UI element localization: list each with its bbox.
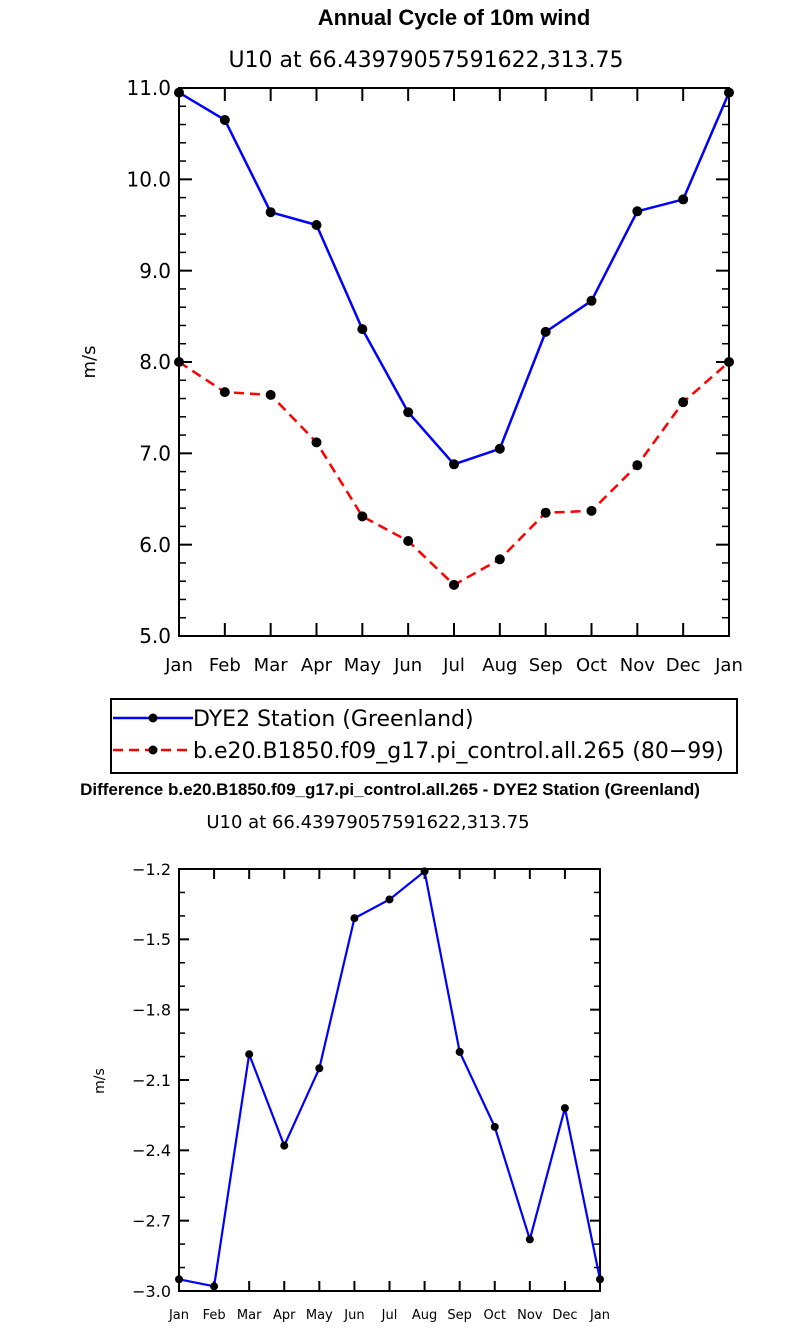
chart2-frame xyxy=(178,868,601,1292)
chart1-ytick-label: 11.0 xyxy=(126,76,171,100)
chart1-subtitle: U10 at 66.43979057591622,313.75 xyxy=(228,48,623,73)
chart1-ytick-label: 9.0 xyxy=(139,259,171,283)
chart2-xtick-label: May xyxy=(306,1308,333,1323)
chart2-subtitle: U10 at 66.43979057591622,313.75 xyxy=(206,812,529,833)
chart2-xtick-label: Oct xyxy=(484,1308,506,1323)
chart1-series-0-point xyxy=(494,443,505,454)
chart2-series-0-point xyxy=(385,895,394,904)
chart2-xtick-label: Dec xyxy=(552,1308,577,1323)
chart1-series-1-point xyxy=(449,579,459,590)
chart1-series-1-point xyxy=(540,507,551,518)
chart1-xtick-label: Apr xyxy=(301,655,333,676)
chart2-ytick-label: −2.1 xyxy=(132,1071,171,1090)
legend-label-station: DYE2 Station (Greenland) xyxy=(193,707,474,732)
chart2-series-0-point xyxy=(455,1047,464,1056)
chart1-xtick-label: Nov xyxy=(620,655,655,676)
chart1-series-1-point xyxy=(632,460,643,471)
chart2-series-0-point xyxy=(596,1275,604,1284)
chart1-series-1-point xyxy=(678,397,689,408)
chart2-xtick-label: Nov xyxy=(517,1308,543,1323)
chart1-ytick-label: 5.0 xyxy=(139,624,171,648)
chart1-xtick-label: Mar xyxy=(254,655,289,676)
chart1-series-1-point xyxy=(586,505,597,516)
chart2-series-0-point xyxy=(560,1104,569,1113)
chart1-series-1-point xyxy=(219,387,230,398)
chart2-xtick-label: Sep xyxy=(447,1308,472,1323)
chart1-plot: 5.0 6.0 7.0 8.0 9.0 10.0 11.0 Jan Feb Mar Apr May Ju… xyxy=(126,76,742,676)
chart1-ytick-label: 7.0 xyxy=(139,442,171,466)
chart1-series-1-point xyxy=(403,536,414,547)
chart2-xtick-label: Jul xyxy=(381,1308,398,1323)
chart1-xtick-label: Jul xyxy=(442,655,465,676)
chart2-series-0-point xyxy=(490,1122,499,1131)
chart2-xtick-label: Mar xyxy=(237,1308,262,1323)
chart2-series-0-point xyxy=(280,1141,289,1150)
legend-box xyxy=(110,698,738,774)
chart1-series-0-point xyxy=(449,459,459,470)
chart1-series-0-point xyxy=(219,114,230,125)
chart2-plot: −3.0 −2.7 −2.4 −2.1 −1.8 −1.5 −1.2 Jan Feb Mar Apr… xyxy=(132,860,610,1323)
chart1-series-0-point xyxy=(724,87,734,98)
chart2-ytick-label: −1.8 xyxy=(132,1000,171,1019)
chart1-series-1-point xyxy=(494,554,505,565)
chart1-series-0-point xyxy=(678,194,689,205)
legend-marker-station xyxy=(148,713,158,723)
chart2-series-0-point xyxy=(525,1235,534,1244)
chart2-xtick-label: Aug xyxy=(412,1308,437,1323)
chart1-xtick-label: May xyxy=(344,655,382,676)
chart1-xtick-label: Feb xyxy=(209,655,241,676)
legend-label-model: b.e20.B1850.f09_g17.pi_control.all.265 (… xyxy=(193,739,724,764)
legend-marker-model xyxy=(148,745,158,755)
chart1-series-1-point xyxy=(311,437,322,448)
chart1-series-0-point xyxy=(403,407,414,418)
chart1-series-line-0 xyxy=(178,91,731,466)
chart1-xtick-label: Jan xyxy=(714,655,743,676)
chart1-series-0-point xyxy=(265,207,276,218)
chart1-xtick-label: Oct xyxy=(576,655,607,676)
chart1-series-0-point xyxy=(174,87,184,98)
chart1-ytick-label: 6.0 xyxy=(139,533,171,557)
chart2-title: Difference b.e20.B1850.f09_g17.pi_contro… xyxy=(80,780,700,799)
chart1-series-1-point xyxy=(174,357,184,367)
chart1-series-0-point xyxy=(357,324,368,335)
chart1-ytick-label: 8.0 xyxy=(139,350,171,374)
chart1-xtick-label: Sep xyxy=(529,655,563,676)
chart2-ytick-label: −1.2 xyxy=(132,860,171,879)
chart1-series-0-point xyxy=(632,206,643,217)
chart1-series-0-point xyxy=(540,326,551,337)
chart1-series-line-1 xyxy=(178,360,730,587)
chart1-title: Annual Cycle of 10m wind xyxy=(318,5,591,30)
legend: DYE2 Station (Greenland) b.e20.B1850.f09… xyxy=(110,698,738,774)
chart2-series-0-point xyxy=(420,867,429,876)
chart2-ylabel: m/s xyxy=(92,1068,108,1094)
chart2-series-0-point xyxy=(210,1282,219,1291)
chart1-xtick-label: Jun xyxy=(393,655,422,676)
chart2-series-0-point xyxy=(245,1050,254,1059)
chart1-ytick-label: 10.0 xyxy=(126,168,171,192)
chart1-series-1-point xyxy=(724,357,734,367)
chart2-xtick-label: Jun xyxy=(343,1308,364,1323)
chart1-ylabel: m/s xyxy=(79,346,100,379)
chart2-ytick-label: −2.7 xyxy=(132,1211,171,1230)
chart1-series-0-point xyxy=(311,220,322,230)
chart1-series-1-point xyxy=(265,389,276,400)
chart2-xtick-label: Jan xyxy=(589,1308,610,1323)
chart2-ytick-label: −3.0 xyxy=(132,1282,171,1301)
chart1-series-0-point xyxy=(586,295,597,306)
chart2-xtick-label: Feb xyxy=(203,1308,226,1323)
chart2-series-0-point xyxy=(175,1275,183,1284)
chart2-series-line-0 xyxy=(178,870,602,1288)
chart2-series-0-point xyxy=(315,1064,324,1073)
chart2-xtick-label: Jan xyxy=(168,1308,189,1323)
chart1-series-1-point xyxy=(357,511,368,522)
chart1-xtick-label: Jan xyxy=(164,655,193,676)
chart1-frame xyxy=(178,87,730,637)
chart2-xtick-label: Apr xyxy=(273,1308,296,1323)
chart1-xtick-label: Aug xyxy=(482,655,517,676)
chart2-ytick-label: −2.4 xyxy=(132,1141,171,1160)
chart2-ytick-label: −1.5 xyxy=(132,930,171,949)
chart1-xtick-label: Dec xyxy=(666,655,701,676)
chart2-series-0-point xyxy=(350,914,359,923)
